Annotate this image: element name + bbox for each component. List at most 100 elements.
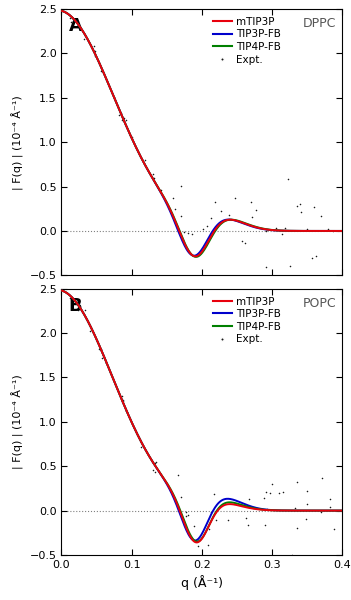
- mTIP3P: [271, 507, 276, 514]
- Expt.: [248, 197, 253, 206]
- Expt.: [120, 396, 126, 406]
- X-axis label: q (Å⁻¹): q (Å⁻¹): [181, 575, 223, 590]
- TIP3P-FB: [271, 506, 276, 514]
- TIP3P-FB: [226, 216, 230, 223]
- TIP4P-FB: [187, 247, 191, 254]
- Line: TIP3P-FB: TIP3P-FB: [62, 290, 342, 541]
- mTIP3P: [60, 287, 64, 294]
- Expt.: [289, 551, 295, 560]
- Expt.: [311, 203, 317, 212]
- Expt.: [213, 515, 219, 524]
- Expt.: [71, 296, 77, 306]
- mTIP3P: [226, 217, 230, 224]
- Expt.: [297, 199, 303, 209]
- Expt.: [119, 392, 125, 401]
- Expt.: [66, 4, 72, 13]
- TIP3P-FB: [187, 249, 191, 256]
- mTIP3P: [226, 500, 230, 508]
- mTIP3P: [271, 227, 276, 234]
- Expt.: [206, 232, 212, 241]
- Expt.: [142, 155, 148, 165]
- Expt.: [313, 251, 319, 261]
- Expt.: [82, 34, 87, 43]
- Expt.: [77, 298, 82, 308]
- Expt.: [253, 205, 259, 215]
- TIP4P-FB: [271, 226, 276, 233]
- Expt.: [219, 206, 224, 216]
- Expt.: [129, 132, 134, 142]
- Line: TIP4P-FB: TIP4P-FB: [62, 11, 342, 257]
- Expt.: [67, 13, 73, 23]
- TIP3P-FB: [247, 222, 252, 229]
- TIP4P-FB: [247, 221, 252, 229]
- mTIP3P: [132, 424, 136, 431]
- TIP3P-FB: [187, 532, 191, 539]
- mTIP3P: [340, 507, 344, 514]
- Expt.: [121, 113, 126, 123]
- TIP3P-FB: [60, 7, 64, 14]
- TIP4P-FB: [132, 424, 136, 431]
- TIP3P-FB: [271, 227, 276, 234]
- Expt.: [330, 227, 336, 236]
- Expt.: [118, 109, 124, 118]
- mTIP3P: [187, 530, 191, 538]
- Expt.: [152, 467, 158, 477]
- Expt.: [99, 353, 105, 363]
- Expt.: [87, 326, 93, 335]
- Expt.: [69, 14, 75, 23]
- mTIP3P: [340, 227, 344, 235]
- Expt.: [264, 505, 270, 514]
- Text: DPPC: DPPC: [303, 17, 337, 30]
- TIP3P-FB: [132, 424, 136, 431]
- Expt.: [304, 499, 310, 509]
- Expt.: [304, 486, 309, 496]
- Expt.: [331, 524, 337, 534]
- TIP3P-FB: [340, 227, 344, 235]
- Legend: mTIP3P, TIP3P-FB, TIP4P-FB, Expt.: mTIP3P, TIP3P-FB, TIP4P-FB, Expt.: [213, 296, 281, 344]
- Expt.: [181, 227, 187, 236]
- Expt.: [280, 487, 286, 497]
- Expt.: [279, 229, 284, 239]
- Line: mTIP3P: mTIP3P: [62, 290, 342, 542]
- Expt.: [206, 541, 211, 550]
- Expt.: [294, 523, 300, 533]
- Expt.: [189, 230, 194, 239]
- Expt.: [191, 521, 197, 530]
- TIP4P-FB: [194, 253, 198, 260]
- mTIP3P: [110, 371, 114, 379]
- Expt.: [304, 515, 309, 524]
- Expt.: [178, 181, 184, 190]
- Expt.: [103, 358, 109, 368]
- Expt.: [276, 488, 282, 497]
- Expt.: [208, 214, 213, 223]
- Expt.: [170, 193, 176, 202]
- Text: B: B: [68, 296, 82, 314]
- Expt.: [158, 185, 164, 195]
- Expt.: [150, 170, 156, 179]
- Expt.: [181, 239, 187, 248]
- TIP4P-FB: [110, 371, 114, 379]
- Expt.: [282, 223, 287, 233]
- Expt.: [92, 46, 98, 56]
- mTIP3P: [193, 253, 198, 260]
- Expt.: [246, 494, 252, 504]
- Expt.: [111, 92, 117, 101]
- Expt.: [208, 507, 213, 517]
- mTIP3P: [247, 221, 252, 229]
- Expt.: [206, 524, 212, 534]
- Y-axis label: | F(q) | (10⁻⁴ Å⁻¹): | F(q) | (10⁻⁴ Å⁻¹): [12, 95, 24, 190]
- Expt.: [123, 406, 128, 415]
- Expt.: [151, 173, 157, 183]
- Expt.: [287, 261, 293, 271]
- Expt.: [178, 211, 184, 221]
- Expt.: [196, 541, 201, 550]
- TIP3P-FB: [110, 88, 114, 95]
- Expt.: [293, 503, 298, 513]
- Expt.: [204, 221, 209, 230]
- Expt.: [263, 262, 269, 272]
- Expt.: [175, 470, 181, 480]
- TIP4P-FB: [60, 7, 64, 14]
- Expt.: [178, 492, 184, 502]
- TIP4P-FB: [271, 506, 276, 514]
- Expt.: [325, 224, 331, 234]
